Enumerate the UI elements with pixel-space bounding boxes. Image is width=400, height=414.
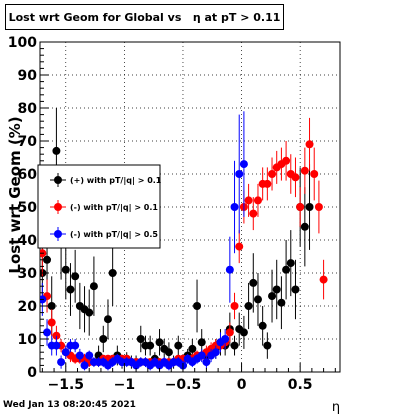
- data-point: [258, 321, 267, 330]
- data-point: [277, 298, 286, 307]
- data-point: [71, 272, 80, 281]
- y-tick-label: 0: [27, 365, 37, 381]
- y-axis-label: Lost wrt Geom (%): [6, 116, 24, 273]
- x-tick-label: 0.5: [288, 377, 313, 393]
- data-point: [99, 335, 108, 343]
- data-point: [52, 146, 61, 155]
- data-point: [239, 160, 248, 169]
- data-point: [85, 351, 94, 360]
- y-tick-label: 60: [18, 167, 38, 183]
- data-point: [43, 328, 52, 337]
- y-tick-label: 100: [8, 35, 37, 51]
- y-tick-label: 70: [18, 134, 38, 150]
- legend-marker: [54, 176, 62, 184]
- timestamp: Wed Jan 13 08:20:45 2021: [3, 400, 136, 410]
- data-point: [282, 156, 291, 165]
- data-point: [174, 341, 183, 350]
- data-point: [230, 203, 239, 211]
- data-point: [300, 166, 309, 175]
- legend-label: (+) with pT/|q| > 0.1: [70, 176, 162, 185]
- data-point: [47, 302, 56, 310]
- data-point: [244, 196, 253, 205]
- data-point: [61, 348, 70, 357]
- data-point: [211, 348, 220, 357]
- data-point: [314, 203, 323, 211]
- data-point: [300, 222, 309, 231]
- data-point: [61, 265, 70, 274]
- y-tick-label: 90: [18, 68, 38, 84]
- data-point: [253, 196, 262, 205]
- data-point: [230, 302, 239, 310]
- y-tick-label: 20: [18, 299, 38, 315]
- data-point: [268, 170, 277, 178]
- data-point: [319, 275, 328, 284]
- data-point: [249, 209, 258, 218]
- chart-title-box: Lost wrt Geom for Global vs η at pT > 0.…: [5, 4, 284, 30]
- data-point: [136, 335, 145, 343]
- data-point: [43, 255, 52, 264]
- y-tick-label: 30: [18, 266, 38, 282]
- data-point: [282, 265, 291, 274]
- data-point: [202, 358, 211, 367]
- data-point: [225, 328, 234, 337]
- data-point: [80, 361, 89, 370]
- legend-label: (-) with pT/|q| > 0.1: [70, 203, 158, 212]
- series-layer: [40, 108, 328, 371]
- data-point: [71, 341, 80, 350]
- data-point: [164, 348, 173, 357]
- y-tick-label: 10: [18, 332, 38, 348]
- legend: (+) with pT/|q| > 0.1 (-) with pT/|q| > 0…: [37, 164, 162, 249]
- data-point: [249, 278, 258, 287]
- data-points: [40, 108, 328, 371]
- y-tick-label: 50: [18, 200, 38, 216]
- x-tick-label: 0: [237, 377, 247, 393]
- legend-marker: [54, 230, 62, 238]
- data-point: [263, 179, 272, 188]
- data-point: [235, 170, 244, 178]
- data-point: [66, 285, 75, 294]
- data-point: [108, 269, 117, 277]
- x-tick-label: −0.5: [165, 377, 202, 393]
- data-point: [263, 341, 272, 350]
- data-point: [272, 285, 281, 294]
- data-point: [268, 292, 277, 301]
- legend-marker: [54, 203, 62, 211]
- data-point: [230, 341, 239, 350]
- data-point: [291, 285, 300, 294]
- data-point: [286, 259, 295, 268]
- x-axis-label: η: [332, 400, 340, 414]
- x-tick-label: −1: [114, 377, 135, 393]
- data-point: [305, 140, 314, 149]
- data-point: [197, 351, 206, 360]
- data-point: [305, 203, 314, 211]
- data-point: [253, 295, 262, 304]
- y-tick-label: 80: [18, 101, 38, 117]
- data-point: [296, 203, 305, 211]
- data-point: [197, 338, 206, 347]
- axis-ticks: 0 10 20 30 40 50 60 70 80 90 100 −1.5 −1 −0.5 0 0.5: [8, 35, 336, 393]
- data-point: [244, 302, 253, 310]
- data-point: [75, 351, 84, 360]
- data-point: [221, 335, 230, 343]
- data-point: [239, 328, 248, 337]
- data-point: [193, 302, 202, 310]
- data-point: [291, 173, 300, 182]
- data-point: [188, 344, 197, 353]
- data-point: [52, 341, 61, 350]
- data-point: [103, 315, 112, 324]
- data-point: [146, 341, 155, 350]
- data-point: [85, 308, 94, 317]
- data-point: [310, 170, 319, 178]
- legend-label: (-) with pT/|q| > 0.5: [70, 230, 158, 239]
- data-point: [89, 282, 98, 291]
- data-point: [235, 242, 244, 251]
- data-point: [225, 265, 234, 274]
- chart-title: Lost wrt Geom for Global vs η at pT > 0.…: [8, 11, 281, 24]
- data-point: [47, 318, 56, 327]
- data-point: [57, 358, 66, 367]
- data-point: [155, 338, 164, 347]
- x-tick-label: −1.5: [48, 377, 85, 393]
- y-tick-label: 40: [18, 233, 38, 249]
